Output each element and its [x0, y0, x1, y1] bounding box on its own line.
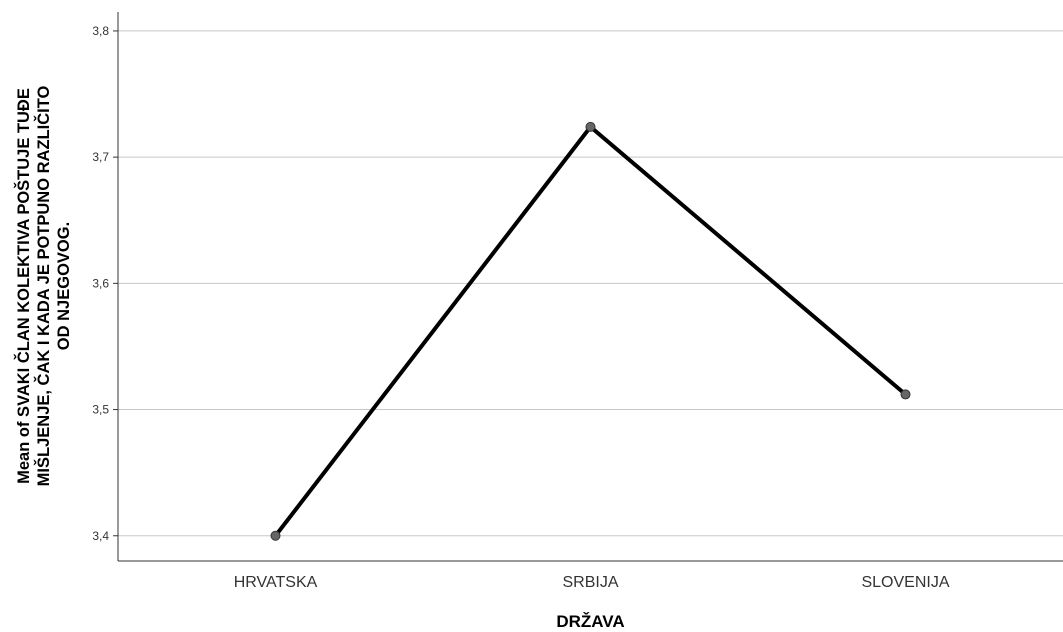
x-axis-title: DRŽAVA [556, 612, 624, 631]
y-axis-title-line: OD NJEGOVOG. [55, 222, 73, 350]
y-tick-label: 3,5 [92, 403, 109, 417]
y-tick-labels: 3,4 3,5 3,6 3,7 3,8 [92, 24, 118, 543]
x-tick-label: SLOVENIJA [861, 574, 949, 591]
y-axis-title-line: MIŠLJENJE, ČAK I KADA JE POTPUNO RAZLIČI… [34, 86, 53, 487]
series-line [273, 124, 908, 538]
y-tick-label: 3,6 [92, 276, 109, 290]
y-tick-label: 3,4 [92, 529, 109, 543]
x-tick-labels: HRVATSKA SRBIJA SLOVENIJA [234, 574, 950, 591]
y-axis-title: Mean of SVAKI ČLAN KOLEKTIVA POŠTUJE TUĐ… [14, 86, 73, 487]
x-tick-label: HRVATSKA [234, 574, 318, 591]
data-point [585, 121, 596, 132]
y-tick-label: 3,7 [92, 150, 109, 164]
x-tick-label: SRBIJA [562, 574, 618, 591]
series-mean [270, 121, 911, 541]
data-point [900, 389, 911, 400]
gridlines [118, 30, 1063, 537]
axes [117, 12, 1063, 562]
y-tick-label: 3,8 [92, 24, 109, 38]
data-point [270, 530, 281, 541]
y-axis-title-line: Mean of SVAKI ČLAN KOLEKTIVA POŠTUJE TUĐ… [14, 88, 33, 484]
